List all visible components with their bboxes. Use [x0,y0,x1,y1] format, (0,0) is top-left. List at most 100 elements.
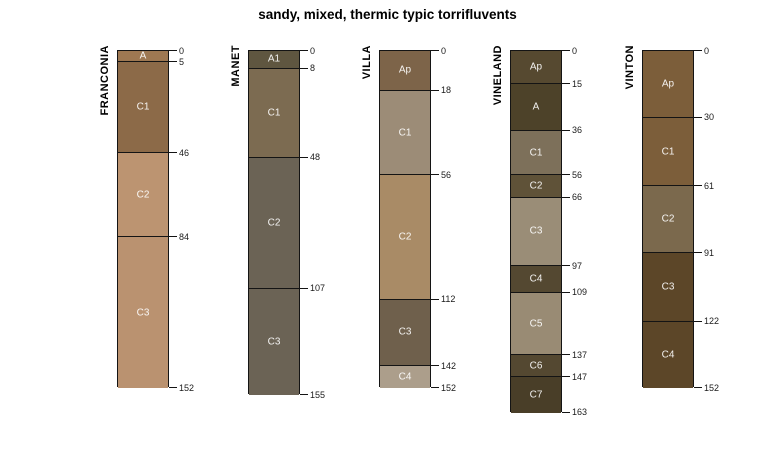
depth-label: 97 [572,260,583,271]
profile-id-label-vineland: VINELAND [492,45,504,106]
depth-label: 91 [704,247,715,258]
depth-tick [562,291,570,293]
depth-label: 48 [310,152,321,163]
horizon-vineland-ap: Ap [511,51,561,85]
horizon-name-label: C1 [267,107,281,119]
horizon-manet-a1: A1 [249,51,299,69]
horizon-name-label: C5 [529,318,543,330]
depth-tick [169,50,177,51]
horizon-villa-c2: C2 [380,175,430,300]
depth-label: 152 [704,382,720,393]
depth-label: 152 [179,382,195,393]
depth-label: 15 [572,78,583,89]
depth-label: 155 [310,389,326,400]
depth-label: 36 [572,125,583,136]
depth-label: 66 [572,192,583,203]
horizon-vineland-a: A [511,84,561,131]
depth-label: 0 [310,45,316,56]
depth-tick [562,265,570,267]
depth-tick [300,394,308,396]
horizon-name-label: C2 [136,189,150,201]
depth-tick [169,152,177,154]
profile-id-label-manet: MANET [230,45,242,87]
depth-label: 109 [572,287,588,298]
horizon-name-label: C1 [661,146,675,157]
horizon-vineland-c5: C5 [511,292,561,356]
horizon-vineland-c6: C6 [511,355,561,378]
depth-tick [694,185,702,187]
depth-label: 152 [441,382,457,393]
depth-tick [694,116,702,118]
depth-label: 18 [441,85,452,96]
horizon-name-label: C2 [267,217,281,229]
horizon-vinton-c2: C2 [643,186,693,253]
depth-label: 147 [572,371,588,382]
depth-label: 61 [704,180,715,191]
horizon-franconia-a: A [118,51,168,63]
horizon-manet-c2: C2 [249,157,299,289]
horizon-name-label: C2 [529,180,543,192]
depth-tick [431,387,439,389]
horizon-name-label: C7 [529,389,543,401]
horizon-name-label: C1 [529,147,543,159]
depth-tick [694,252,702,254]
depth-label: 0 [704,45,710,56]
profile-stick-villa: Ap C1 C2 C3 C4 [379,50,431,389]
horizon-name-label: C4 [661,349,675,361]
depth-tick [300,50,308,51]
depth-label: 46 [179,147,190,158]
horizon-vineland-c7: C7 [511,377,561,413]
horizon-name-label: C3 [661,281,675,293]
depth-label: 137 [572,349,588,360]
horizon-vinton-c3: C3 [643,253,693,322]
depth-tick [562,196,570,198]
depth-tick [562,129,570,131]
horizon-name-label: C3 [136,307,150,319]
profile-stick-vineland: Ap A C1 C2 C3 C4 C5 C6 C7 [510,50,562,413]
depth-label: 163 [572,407,588,418]
depth-tick [562,83,570,85]
depth-tick [431,298,439,300]
depth-label: 107 [310,283,326,294]
horizon-manet-c3: C3 [249,288,299,396]
profile-stick-franconia: A C1 C2 C3 [117,50,169,389]
horizon-manet-c1: C1 [249,68,299,158]
horizon-name-label: C6 [529,360,543,372]
horizon-vinton-c1: C1 [643,117,693,187]
depth-label: 0 [441,45,447,56]
depth-tick [300,287,308,289]
depth-tick [431,174,439,176]
depth-tick [169,236,177,238]
depth-tick [562,354,570,356]
horizon-villa-ap: Ap [380,51,430,91]
horizon-vinton-c4: C4 [643,321,693,389]
horizon-name-label: Ap [398,64,412,76]
horizon-franconia-c2: C2 [118,153,168,238]
horizon-villa-c1: C1 [380,90,430,176]
depth-tick [169,61,177,63]
depth-tick [694,387,702,389]
depth-tick [431,365,439,367]
depth-tick [562,411,570,413]
profile-id-label-villa: VILLA [361,45,373,80]
depth-tick [431,89,439,91]
horizon-name-label: C1 [398,127,412,139]
depth-tick [694,50,702,51]
depth-label: 0 [572,45,578,56]
horizon-vineland-c1: C1 [511,130,561,176]
horizon-name-label: C4 [529,273,543,285]
depth-tick [300,67,308,69]
profile-id-label-vinton: VINTON [624,45,636,90]
depth-tick [562,50,570,51]
depth-label: 122 [704,316,720,327]
depth-label: 56 [572,169,583,180]
horizon-villa-c3: C3 [380,299,430,367]
profile-id-label-franconia: FRANCONIA [99,45,111,116]
depth-tick [169,387,177,389]
depth-label: 112 [441,294,456,305]
depth-tick [562,376,570,378]
depth-label: 30 [704,112,715,123]
horizon-name-label: Ap [529,61,543,73]
horizon-vineland-c2: C2 [511,175,561,198]
horizon-franconia-c1: C1 [118,62,168,154]
